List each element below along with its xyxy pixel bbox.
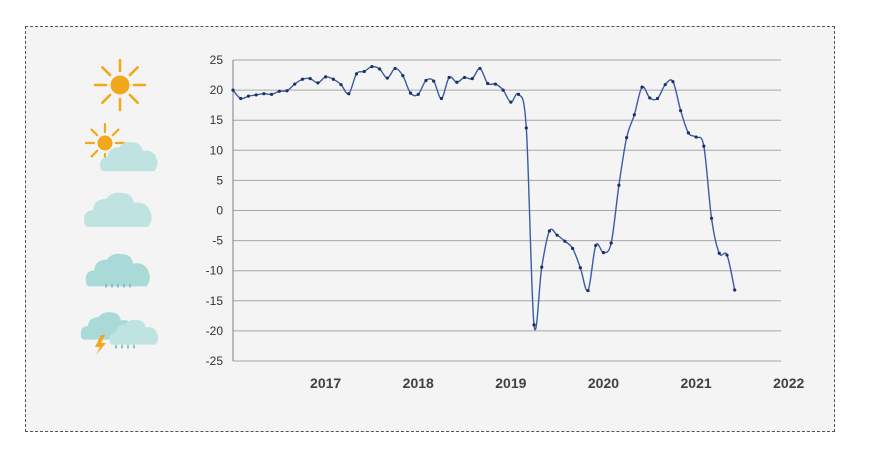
data-point	[401, 74, 405, 78]
data-point	[694, 135, 698, 139]
data-point	[424, 78, 428, 83]
data-point	[331, 77, 335, 81]
x-axis-ticks: 2017 2018 2019 2020 2021 2022	[310, 375, 804, 391]
x-tick-label: 2022	[773, 375, 804, 391]
data-point	[663, 83, 667, 87]
x-tick-label: 2021	[681, 375, 712, 391]
data-point	[370, 65, 374, 69]
data-point	[617, 183, 621, 187]
y-tick-label: -25	[206, 354, 224, 368]
y-tick-label: -20	[206, 324, 224, 338]
data-point	[509, 100, 513, 104]
x-tick-label: 2019	[495, 375, 526, 391]
data-point	[571, 246, 575, 251]
data-point	[563, 239, 567, 243]
data-point	[625, 136, 629, 140]
data-point	[609, 241, 613, 245]
data-point	[648, 96, 652, 100]
data-point	[354, 72, 359, 76]
series-line	[231, 65, 737, 331]
y-tick-label: 25	[210, 53, 224, 67]
data-point	[555, 233, 559, 237]
data-point	[231, 88, 235, 92]
data-point	[439, 96, 443, 101]
data-point	[671, 80, 675, 84]
data-point	[308, 77, 312, 81]
weather-icon-legend	[80, 58, 159, 355]
data-point	[540, 265, 544, 269]
data-point	[408, 91, 413, 95]
data-point	[347, 92, 351, 96]
y-tick-label: 0	[216, 204, 223, 218]
data-point	[378, 67, 382, 71]
y-axis-ticks: -25 -20 -15 -10 -5 0 5 10 15 20 25	[206, 53, 224, 368]
x-tick-label: 2020	[588, 375, 619, 391]
data-point	[262, 92, 266, 96]
data-point	[269, 92, 274, 96]
data-point	[300, 77, 305, 81]
y-tick-label: -10	[206, 264, 224, 278]
data-point	[493, 82, 498, 86]
y-tick-label: 20	[210, 83, 224, 97]
data-point	[733, 288, 737, 292]
data-point	[594, 243, 598, 248]
data-point	[285, 89, 289, 93]
data-point	[578, 266, 582, 270]
data-point	[586, 288, 590, 293]
data-point	[416, 92, 420, 96]
data-point	[293, 82, 297, 86]
data-point	[385, 76, 389, 80]
rain-cloud-icon	[85, 253, 150, 288]
data-point	[478, 66, 482, 71]
data-point	[717, 251, 721, 255]
data-point	[393, 66, 397, 71]
data-point	[470, 77, 474, 81]
y-tick-label: 10	[210, 143, 224, 157]
data-point	[632, 113, 636, 117]
confidence-line-chart: -25 -20 -15 -10 -5 0 5 10 15 20 25 2017 2018 2019 202…	[80, 53, 804, 391]
y-tick-label: -15	[206, 294, 224, 308]
data-point	[640, 85, 644, 89]
data-point	[339, 83, 343, 87]
data-point	[501, 88, 505, 92]
chart-panel: -25 -20 -15 -10 -5 0 5 10 15 20 25 2017 2018 2019 202…	[25, 26, 835, 432]
data-point	[679, 108, 683, 113]
data-point	[277, 89, 281, 93]
data-point	[246, 94, 251, 98]
data-point	[532, 323, 536, 327]
data-point	[601, 251, 606, 255]
data-point	[239, 96, 243, 101]
data-point	[524, 126, 528, 130]
data-point	[516, 92, 521, 96]
data-point	[432, 79, 436, 83]
sun-behind-cloud-icon	[84, 122, 158, 172]
data-point	[655, 96, 660, 101]
x-tick-label: 2018	[403, 375, 434, 391]
data-point	[254, 93, 258, 97]
x-tick-label: 2017	[310, 375, 341, 391]
series-line-path	[232, 65, 736, 331]
data-point	[702, 144, 706, 148]
y-tick-label: -5	[212, 234, 223, 248]
grid-lines	[232, 59, 781, 362]
data-point	[324, 75, 328, 79]
cloud-icon	[84, 192, 152, 227]
data-point	[316, 81, 320, 85]
thunderstorm-icon	[80, 312, 159, 355]
y-tick-label: 5	[216, 173, 223, 187]
sun-icon	[93, 58, 147, 112]
data-point	[709, 216, 714, 220]
data-point	[686, 131, 690, 135]
y-tick-label: 15	[210, 113, 224, 127]
data-point	[362, 69, 366, 74]
data-point	[447, 75, 451, 80]
data-point	[455, 80, 459, 84]
data-point	[547, 229, 552, 233]
data-point	[462, 75, 467, 80]
data-point	[725, 253, 729, 257]
data-point	[486, 81, 490, 86]
